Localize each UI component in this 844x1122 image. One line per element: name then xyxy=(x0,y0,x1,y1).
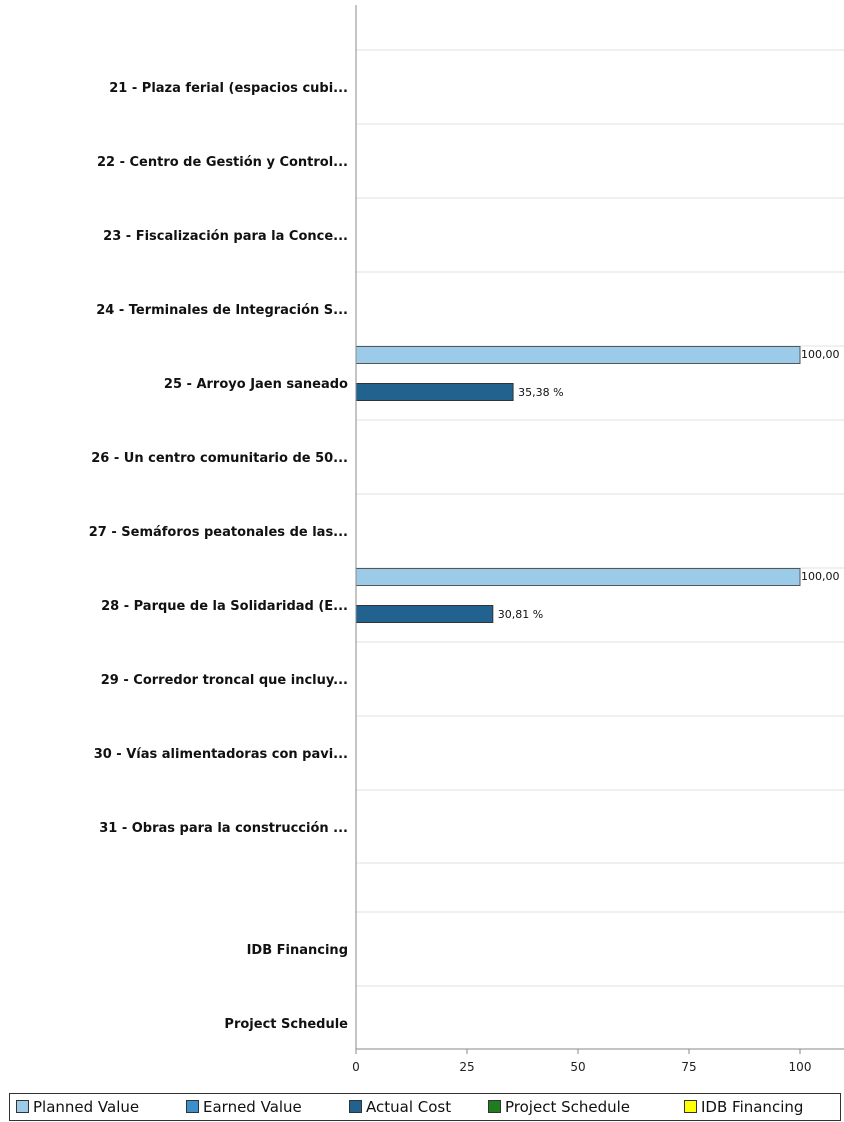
legend: Planned Value Earned Value Actual Cost Proj… xyxy=(9,1093,841,1121)
x-tick-label: 100 xyxy=(789,1060,812,1074)
bar-planned-value xyxy=(355,568,801,586)
category-labels: 21 - Plaza ferial (espacios cubi... 22 - … xyxy=(89,81,348,1032)
legend-box xyxy=(9,1093,841,1121)
x-axis: 0 25 50 75 100 xyxy=(352,5,844,1074)
category-label: 21 - Plaza ferial (espacios cubi... xyxy=(109,81,348,96)
category-label: 26 - Un centro comunitario de 50... xyxy=(91,451,348,466)
category-label: 27 - Semáforos peatonales de las... xyxy=(89,525,348,540)
legend-label: IDB Financing xyxy=(701,1098,803,1116)
data-label: 35,38 % xyxy=(518,386,563,399)
data-label: 30,81 % xyxy=(498,608,543,621)
legend-label: Planned Value xyxy=(33,1098,139,1116)
category-label: 24 - Terminales de Integración S... xyxy=(96,303,348,318)
bar-planned-value xyxy=(355,346,801,364)
bar-actual-cost xyxy=(355,383,514,401)
legend-swatch xyxy=(16,1100,29,1113)
legend-swatch xyxy=(684,1100,697,1113)
bars: 100,00 35,38 % 100,00 30,81 % xyxy=(355,346,840,623)
x-tick-label: 25 xyxy=(459,1060,474,1074)
legend-label: Project Schedule xyxy=(505,1098,630,1116)
bar-actual-cost xyxy=(355,605,494,623)
category-label: 23 - Fiscalización para la Conce... xyxy=(103,229,348,244)
category-label: 31 - Obras para la construcción ... xyxy=(99,821,348,836)
grid-lines xyxy=(356,49,844,987)
legend-swatch xyxy=(349,1100,362,1113)
x-tick-label: 0 xyxy=(352,1060,360,1074)
category-label: 30 - Vías alimentadoras con pavi... xyxy=(94,747,348,762)
category-label: 22 - Centro de Gestión y Control... xyxy=(97,155,348,170)
legend-swatch xyxy=(488,1100,501,1113)
category-label: 28 - Parque de la Solidaridad (E... xyxy=(101,599,348,614)
data-label: 100,00 xyxy=(801,348,840,361)
legend-swatch xyxy=(186,1100,199,1113)
x-tick-label: 75 xyxy=(681,1060,696,1074)
x-tick-label: 50 xyxy=(570,1060,585,1074)
legend-label: Actual Cost xyxy=(366,1098,451,1116)
category-label: 25 - Arroyo Jaen saneado xyxy=(164,377,348,392)
legend-label: Earned Value xyxy=(203,1098,302,1116)
data-label: 100,00 xyxy=(801,570,840,583)
category-label: Project Schedule xyxy=(224,1017,348,1032)
category-label: IDB Financing xyxy=(247,943,348,958)
category-label: 29 - Corredor troncal que incluy... xyxy=(101,673,348,688)
